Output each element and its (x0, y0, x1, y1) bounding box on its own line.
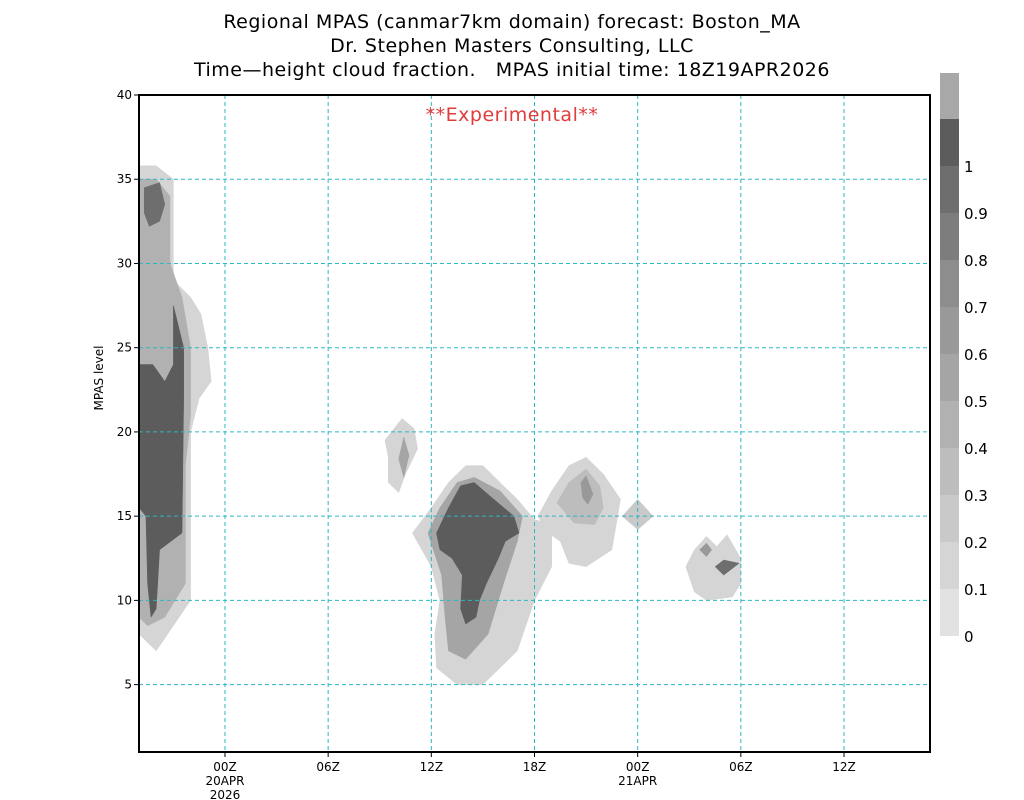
colorbar-label-10: 1 (964, 158, 974, 176)
y-tick-label-0: 5 (124, 678, 132, 692)
x-tick-sublabel-0-0: 20APR (205, 774, 244, 788)
colorbar-swatch-11 (940, 73, 959, 119)
colorbar-swatch-5 (940, 354, 959, 401)
y-axis-label: MPAS level (92, 346, 106, 411)
y-tick-label-4: 25 (117, 341, 132, 355)
x-tick-sublabel-4-0: 21APR (618, 774, 657, 788)
colorbar-label-3: 0.3 (964, 487, 988, 505)
cloud-region-cell-20z-mid (556, 468, 604, 525)
cloud-region-left-column-top-core (143, 182, 166, 227)
y-tick-label-1: 10 (117, 593, 132, 607)
x-tick-label-0: 00Z (213, 760, 237, 774)
cloud-region-left-column-core (139, 305, 184, 618)
colorbar-swatch-7 (940, 260, 959, 307)
colorbar-swatch-9 (940, 166, 959, 213)
cloud-fraction-layer (139, 165, 742, 685)
y-tick-label-6: 35 (117, 172, 132, 186)
colorbar-swatch-8 (940, 213, 959, 260)
colorbar-swatch-4 (940, 401, 959, 448)
colorbar-swatch-10 (940, 119, 959, 166)
chart-title-line-3: Time—height cloud fraction. MPAS initial… (193, 59, 830, 81)
x-tick-sublabel-0-1: 2026 (210, 788, 241, 800)
colorbar-swatch-2 (940, 495, 959, 542)
colorbar-label-1: 0.1 (964, 581, 988, 599)
cloud-region-cell-20z-core (580, 475, 594, 505)
colorbar-label-9: 0.9 (964, 205, 988, 223)
y-tick-label-2: 15 (117, 509, 132, 523)
x-tick-label-4: 00Z (626, 760, 650, 774)
colorbar-swatch-3 (940, 448, 959, 495)
cloud-region-cell-12z-small-core (398, 436, 410, 478)
colorbar-swatch-6 (940, 307, 959, 354)
colorbar-label-6: 0.6 (964, 346, 988, 364)
x-tick-label-1: 06Z (316, 760, 340, 774)
x-tick-label-2: 12Z (420, 760, 444, 774)
y-axis-ticks: 5 10 15 20 25 30 35 40 (117, 88, 139, 692)
colorbar-label-2: 0.2 (964, 534, 988, 552)
gridlines (139, 95, 930, 752)
colorbar-label-7: 0.7 (964, 299, 988, 317)
colorbar: 0 0.1 0.2 0.3 0.4 0.5 0.6 0.7 0.8 0.9 1 (940, 73, 988, 646)
chart-title-block: Regional MPAS (canmar7km domain) forecas… (0, 10, 1024, 82)
colorbar-swatch-0 (940, 589, 959, 636)
chart-title-line-1: Regional MPAS (canmar7km domain) forecas… (223, 11, 801, 33)
colorbar-swatch-1 (940, 542, 959, 589)
y-tick-label-7: 40 (117, 88, 132, 102)
cloud-region-cell-05z-core (714, 559, 740, 576)
experimental-annotation: **Experimental** (426, 104, 599, 126)
y-tick-label-3: 20 (117, 425, 132, 439)
x-tick-label-6: 12Z (832, 760, 856, 774)
colorbar-label-0: 0 (964, 628, 974, 646)
cloud-region-main-cell-core (436, 482, 520, 625)
chart-title-line-2: Dr. Stephen Masters Consulting, LLC (330, 35, 694, 57)
colorbar-label-8: 0.8 (964, 252, 988, 270)
x-tick-label-5: 06Z (729, 760, 753, 774)
colorbar-label-5: 0.5 (964, 393, 988, 411)
y-tick-label-5: 30 (117, 256, 132, 270)
cloud-region-cell-03z-small-core (699, 542, 712, 557)
x-tick-label-3: 18Z (523, 760, 547, 774)
colorbar-label-4: 0.4 (964, 440, 988, 458)
